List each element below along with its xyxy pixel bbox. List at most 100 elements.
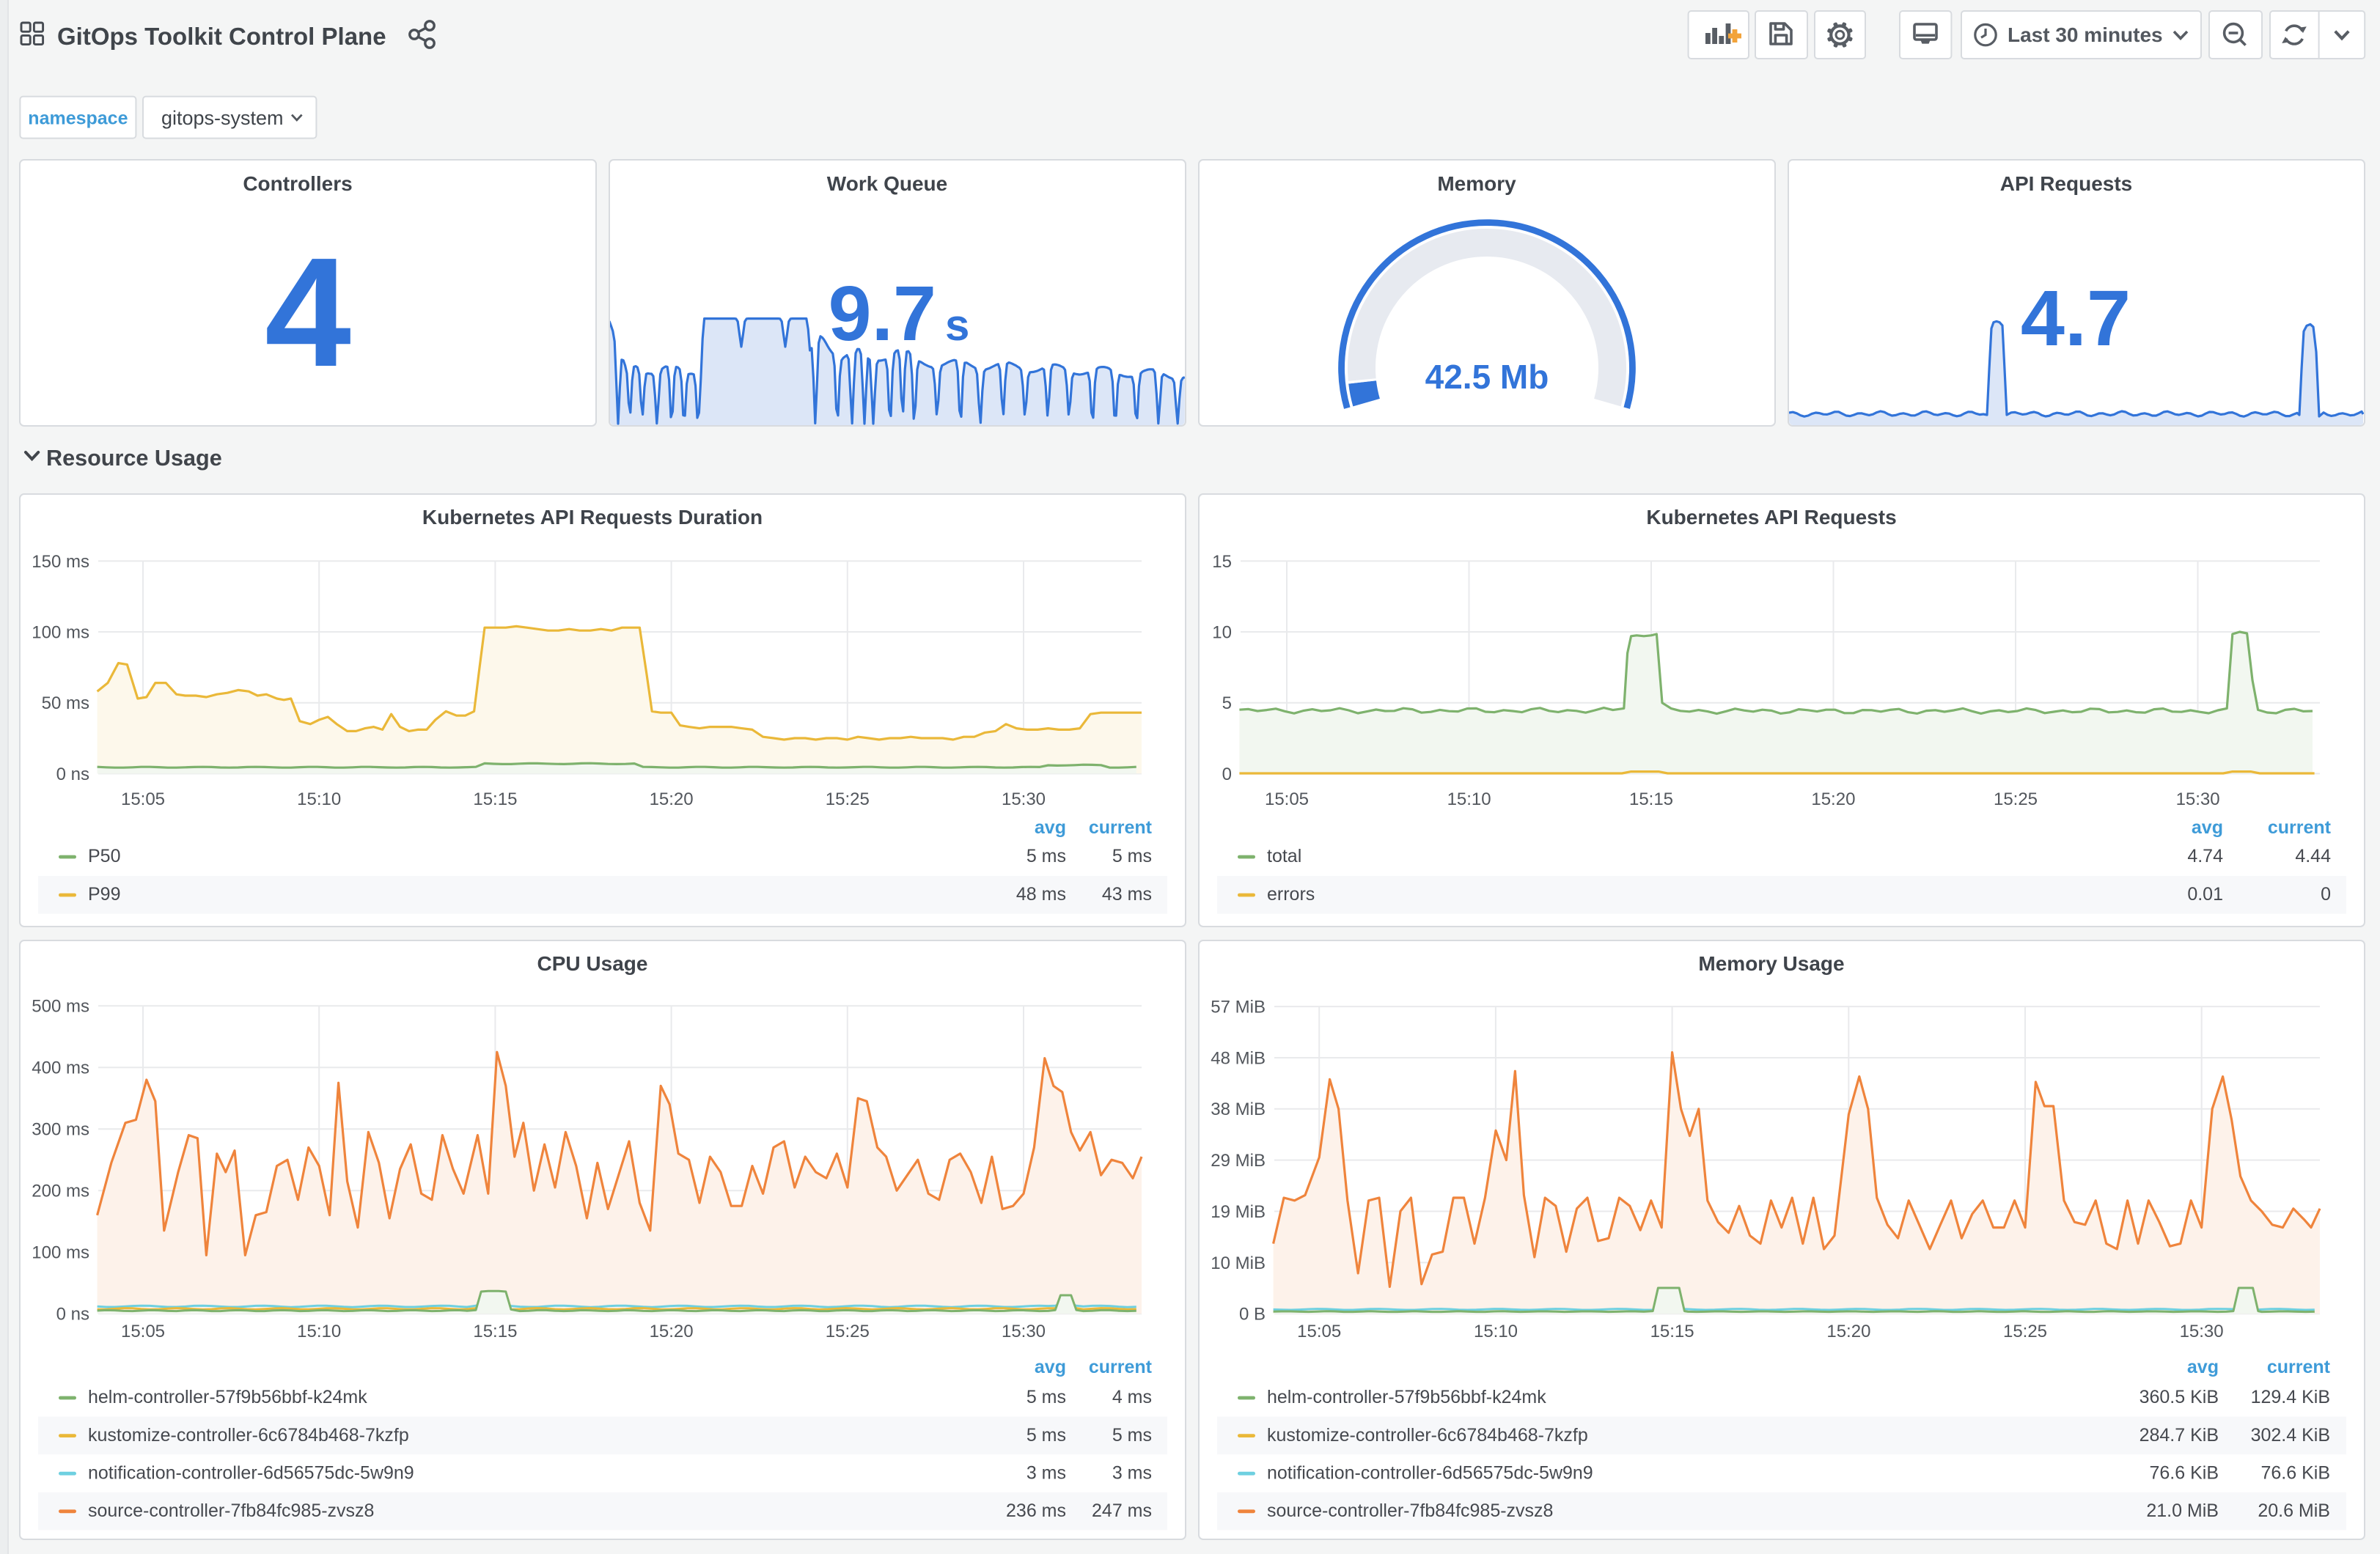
svg-text:5 ms: 5 ms [1026,1425,1066,1446]
svg-text:15:05: 15:05 [121,1322,165,1341]
svg-text:15:30: 15:30 [1002,1322,1046,1341]
svg-text:76.6 KiB: 76.6 KiB [2260,1462,2330,1483]
svg-text:15:10: 15:10 [297,789,341,809]
svg-text:15:10: 15:10 [1474,1322,1518,1341]
svg-text:15:25: 15:25 [2003,1322,2047,1341]
svg-text:API Requests: API Requests [2000,172,2133,195]
svg-text:360.5 KiB: 360.5 KiB [2140,1387,2219,1407]
svg-text:3 ms: 3 ms [1026,1462,1066,1483]
svg-text:0 B: 0 B [1239,1305,1266,1325]
svg-text:0.01: 0.01 [2187,884,2223,905]
svg-text:15:25: 15:25 [826,1322,870,1341]
svg-text:4.44: 4.44 [2295,846,2331,866]
svg-text:15:15: 15:15 [473,1322,517,1341]
svg-text:current: current [1089,817,1153,838]
svg-text:15:15: 15:15 [1629,789,1673,809]
svg-text:0: 0 [1222,765,1232,784]
svg-text:21.0 MiB: 21.0 MiB [2146,1500,2219,1521]
svg-text:kustomize-controller-6c6784b46: kustomize-controller-6c6784b468-7kzfp [88,1425,409,1446]
svg-text:15:05: 15:05 [121,789,165,809]
svg-text:15:20: 15:20 [650,789,694,809]
svg-text:5 ms: 5 ms [1026,1387,1066,1407]
svg-text:avg: avg [1035,1357,1066,1377]
svg-text:source-controller-7fb84fc985-z: source-controller-7fb84fc985-zvsz8 [1267,1500,1553,1521]
svg-text:4.7: 4.7 [2021,273,2131,362]
svg-text:Controllers: Controllers [243,172,352,195]
svg-text:38 MiB: 38 MiB [1211,1100,1266,1119]
svg-text:3 ms: 3 ms [1112,1462,1152,1483]
svg-text:20.6 MiB: 20.6 MiB [2258,1500,2330,1521]
svg-text:19 MiB: 19 MiB [1211,1202,1266,1222]
svg-text:15: 15 [1212,552,1232,572]
svg-text:helm-controller-57f9b56bbf-k24: helm-controller-57f9b56bbf-k24mk [1267,1387,1546,1407]
svg-text:4: 4 [265,225,351,399]
svg-text:gitops-system: gitops-system [161,107,284,129]
svg-text:15:25: 15:25 [1994,789,2038,809]
svg-text:current: current [1089,1357,1153,1377]
svg-text:9.7s: 9.7 s [829,270,970,357]
svg-text:500 ms: 500 ms [32,997,89,1017]
svg-text:Memory: Memory [1437,172,1516,195]
svg-text:5 ms: 5 ms [1112,1425,1152,1446]
svg-text:15:30: 15:30 [1002,789,1046,809]
svg-text:0 ns: 0 ns [56,765,89,784]
svg-text:300 ms: 300 ms [32,1120,89,1140]
svg-text:284.7 KiB: 284.7 KiB [2140,1425,2219,1446]
svg-text:CPU Usage: CPU Usage [537,952,648,975]
svg-text:notification-controller-6d5657: notification-controller-6d56575dc-5w9n9 [88,1462,414,1483]
svg-text:29 MiB: 29 MiB [1211,1151,1266,1171]
svg-text:Resource Usage: Resource Usage [46,446,222,471]
svg-text:15:20: 15:20 [650,1322,694,1341]
svg-text:GitOps Toolkit Control Plane: GitOps Toolkit Control Plane [57,23,386,50]
svg-text:48 ms: 48 ms [1016,884,1066,905]
svg-text:129.4 KiB: 129.4 KiB [2251,1387,2330,1407]
svg-text:15:05: 15:05 [1297,1322,1341,1341]
svg-text:400 ms: 400 ms [32,1058,89,1078]
svg-text:current: current [2267,1357,2331,1377]
svg-text:avg: avg [1035,817,1066,838]
svg-text:236 ms: 236 ms [1006,1500,1066,1521]
svg-text:0 ns: 0 ns [56,1305,89,1325]
svg-text:avg: avg [2187,1357,2219,1377]
svg-text:4 ms: 4 ms [1112,1387,1152,1407]
svg-text:source-controller-7fb84fc985-z: source-controller-7fb84fc985-zvsz8 [88,1500,374,1521]
svg-text:48 MiB: 48 MiB [1211,1048,1266,1068]
svg-text:4.74: 4.74 [2187,846,2223,866]
svg-text:5: 5 [1222,693,1232,713]
svg-text:150 ms: 150 ms [32,552,89,572]
svg-text:100 ms: 100 ms [32,622,89,642]
svg-text:Work Queue: Work Queue [827,172,947,195]
svg-text:57 MiB: 57 MiB [1211,998,1266,1017]
svg-text:15:30: 15:30 [2180,1322,2224,1341]
svg-text:Last 30 minutes: Last 30 minutes [2008,23,2163,46]
svg-text:302.4 KiB: 302.4 KiB [2251,1425,2330,1446]
svg-text:Memory Usage: Memory Usage [1698,952,1844,975]
svg-text:15:20: 15:20 [1826,1322,1870,1341]
svg-text:15:10: 15:10 [1447,789,1491,809]
svg-text:namespace: namespace [28,108,128,129]
svg-text:247 ms: 247 ms [1092,1500,1152,1521]
svg-text:5 ms: 5 ms [1112,846,1152,866]
svg-text:0: 0 [2321,884,2331,905]
svg-text:Kubernetes API Requests Durati: Kubernetes API Requests Duration [422,506,763,529]
svg-text:notification-controller-6d5657: notification-controller-6d56575dc-5w9n9 [1267,1462,1593,1483]
svg-text:100 ms: 100 ms [32,1243,89,1263]
svg-text:avg: avg [2192,817,2223,838]
svg-text:15:05: 15:05 [1265,789,1309,809]
svg-text:Kubernetes API Requests: Kubernetes API Requests [1646,506,1896,529]
svg-text:kustomize-controller-6c6784b46: kustomize-controller-6c6784b468-7kzfp [1267,1425,1588,1446]
svg-text:15:20: 15:20 [1811,789,1855,809]
svg-text:50 ms: 50 ms [42,693,89,713]
svg-text:43 ms: 43 ms [1102,884,1152,905]
svg-text:P50: P50 [88,846,120,866]
svg-text:current: current [2268,817,2332,838]
svg-text:10: 10 [1212,622,1232,642]
svg-text:P99: P99 [88,884,120,905]
svg-text:15:10: 15:10 [297,1322,341,1341]
svg-text:total: total [1267,846,1301,866]
svg-text:42.5 Mb: 42.5 Mb [1425,358,1549,396]
svg-text:15:30: 15:30 [2176,789,2220,809]
svg-text:15:25: 15:25 [826,789,870,809]
svg-text:5 ms: 5 ms [1026,846,1066,866]
svg-text:15:15: 15:15 [1650,1322,1694,1341]
